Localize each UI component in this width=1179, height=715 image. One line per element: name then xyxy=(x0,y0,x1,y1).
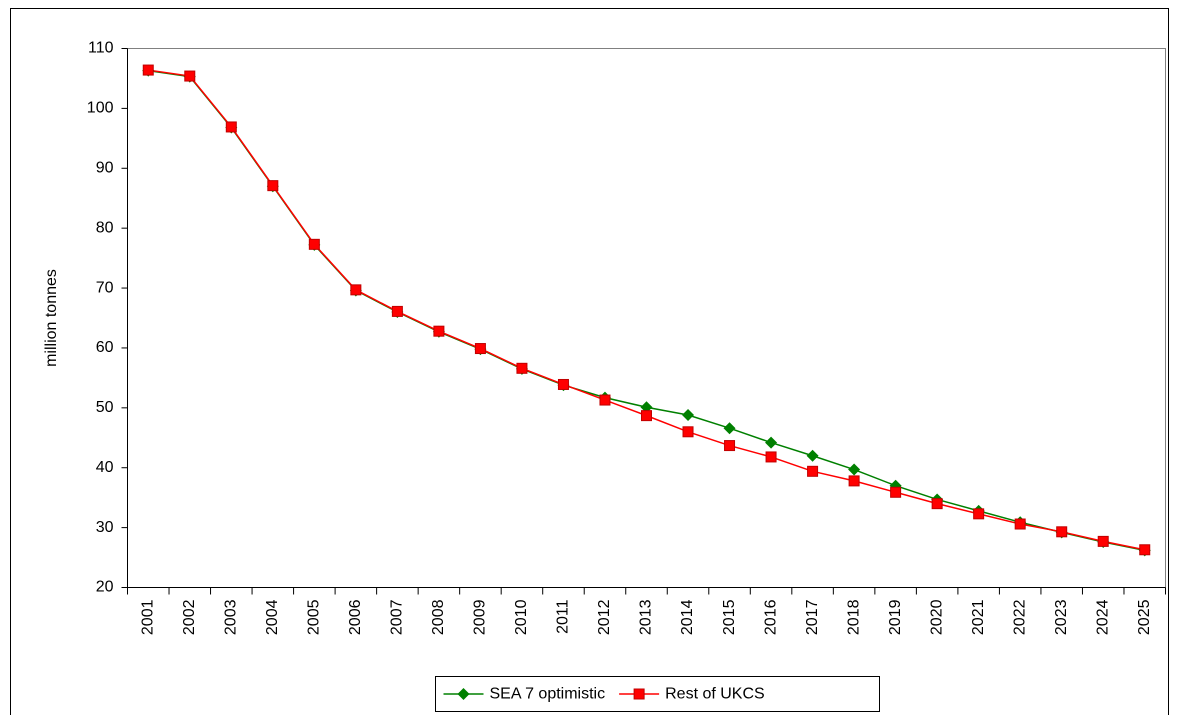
data-point xyxy=(308,238,320,250)
legend-label: Rest of UKCS xyxy=(665,686,765,703)
data-point xyxy=(1139,544,1151,556)
x-tick-label: 2015 xyxy=(721,599,738,635)
y-axis-label: million tonnes xyxy=(43,269,60,367)
data-point xyxy=(391,305,403,317)
x-tick-label: 2003 xyxy=(223,599,240,635)
legend-marker xyxy=(457,688,470,700)
x-tick-label: 2013 xyxy=(638,599,655,635)
data-point xyxy=(184,70,196,82)
x-tick-label: 2019 xyxy=(887,599,904,635)
x-tick-label: 2001 xyxy=(139,599,156,635)
data-point xyxy=(848,475,860,487)
x-tick-label: 2005 xyxy=(306,599,323,635)
data-point xyxy=(682,409,695,422)
data-point xyxy=(806,449,819,462)
x-tick-label: 2025 xyxy=(1136,599,1153,635)
y-tick-label: 30 xyxy=(96,519,114,536)
data-point xyxy=(807,465,819,477)
data-point xyxy=(350,284,362,296)
data-point xyxy=(848,463,861,476)
x-tick-label: 2004 xyxy=(264,599,281,635)
x-tick-label: 2023 xyxy=(1053,599,1070,635)
x-tick-label: 2021 xyxy=(970,599,987,635)
data-point xyxy=(765,451,777,463)
x-tick-label: 2020 xyxy=(928,599,945,635)
x-tick-label: 2009 xyxy=(472,599,489,635)
y-tick-label: 80 xyxy=(96,219,114,236)
data-point xyxy=(724,440,736,452)
x-tick-label: 2014 xyxy=(679,599,696,635)
data-point xyxy=(682,426,694,438)
data-point xyxy=(267,180,279,192)
plot-area xyxy=(127,48,1166,588)
x-tick-label: 2010 xyxy=(513,599,530,635)
data-point xyxy=(1056,526,1068,538)
chart-frame xyxy=(10,8,1169,715)
legend-label: SEA 7 optimistic xyxy=(490,686,606,703)
x-tick-label: 2017 xyxy=(804,599,821,635)
data-point xyxy=(516,362,528,374)
x-tick-label: 2016 xyxy=(762,599,779,635)
x-tick-label: 2024 xyxy=(1094,599,1111,635)
data-point xyxy=(931,498,943,510)
data-point xyxy=(142,64,154,76)
x-tick-label: 2018 xyxy=(845,599,862,635)
legend-marker xyxy=(633,688,645,700)
data-point xyxy=(723,422,736,435)
x-tick-label: 2002 xyxy=(181,599,198,635)
x-tick-label: 2007 xyxy=(389,599,406,635)
data-point xyxy=(641,410,652,422)
data-point xyxy=(225,121,237,133)
x-tick-label: 2006 xyxy=(347,599,364,635)
y-tick-label: 90 xyxy=(96,159,114,176)
data-point xyxy=(474,343,486,355)
data-point xyxy=(1097,535,1109,547)
x-tick-label: 2012 xyxy=(596,599,613,635)
y-tick-label: 40 xyxy=(96,459,114,476)
x-tick-label: 2011 xyxy=(555,599,572,634)
y-tick-label: 100 xyxy=(87,100,114,117)
x-tick-label: 2008 xyxy=(430,599,447,635)
y-tick-label: 70 xyxy=(96,279,114,296)
data-point xyxy=(433,325,445,337)
data-point xyxy=(599,394,611,406)
data-point xyxy=(973,508,985,520)
data-point xyxy=(557,378,569,390)
data-point xyxy=(765,436,778,449)
y-tick-label: 110 xyxy=(88,40,114,57)
y-tick-label: 50 xyxy=(96,399,114,416)
y-tick-label: 20 xyxy=(96,579,114,596)
x-tick-label: 2022 xyxy=(1011,599,1028,635)
data-point xyxy=(1014,518,1026,530)
y-tick-label: 60 xyxy=(96,339,114,356)
data-point xyxy=(890,486,902,498)
